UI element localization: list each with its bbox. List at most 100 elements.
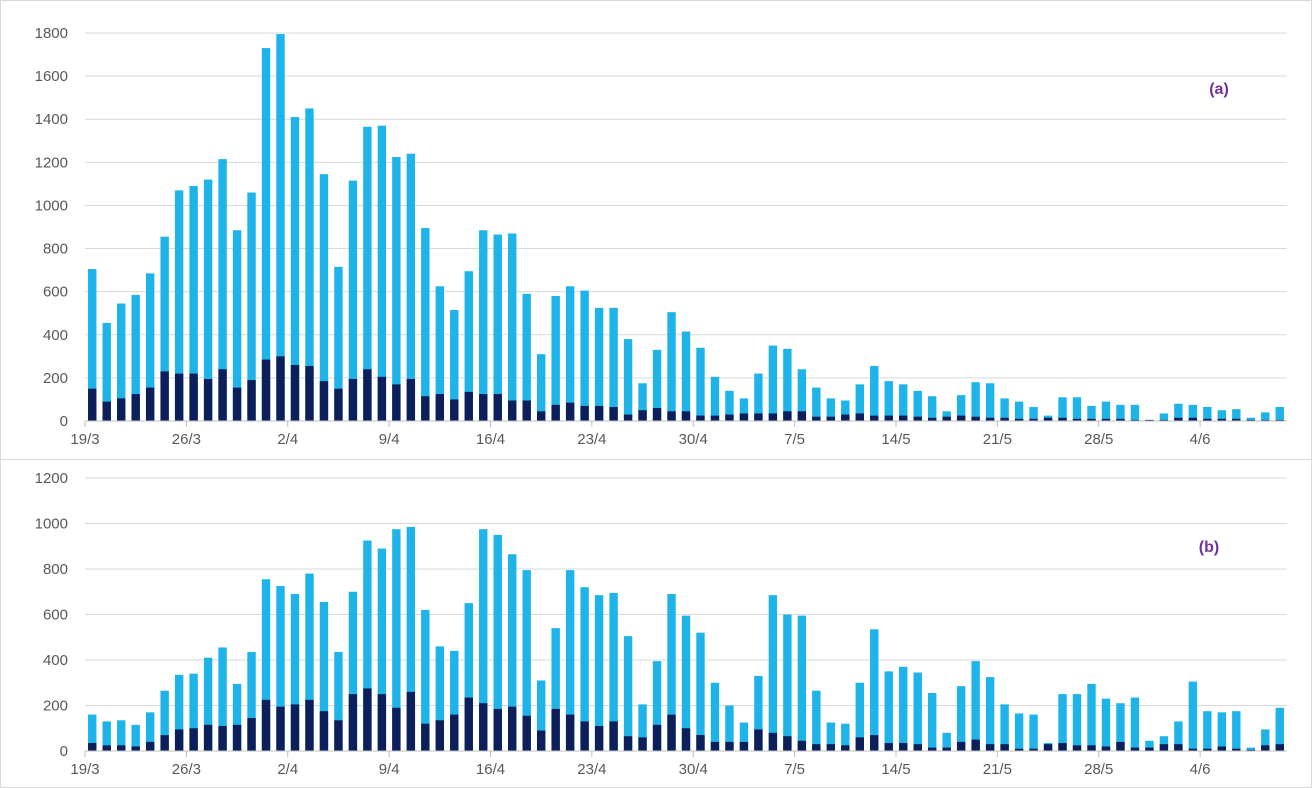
bar-base [754, 413, 763, 421]
x-tick-label: 9/4 [379, 761, 400, 778]
bar-total [102, 322, 111, 421]
bar-base [971, 739, 980, 751]
bar-base [971, 416, 980, 421]
bar-base [174, 373, 184, 421]
y-tick-label: 1200 [35, 470, 68, 487]
bar-base [1000, 417, 1009, 421]
y-tick-label: 1000 [35, 516, 68, 533]
bar-base [725, 414, 734, 421]
bar-total [305, 108, 314, 421]
bar-base [218, 369, 227, 421]
bar-base [421, 723, 430, 751]
bar-base [1014, 748, 1024, 751]
bar-total [768, 595, 778, 751]
bar-total [623, 636, 633, 751]
bar-total [710, 682, 720, 751]
bar-total [174, 190, 184, 421]
bar-total [1188, 404, 1198, 421]
bar-total [870, 366, 879, 421]
x-tick-label: 4/6 [1190, 431, 1211, 448]
bar-total [88, 269, 97, 421]
bar-total [1130, 697, 1140, 751]
bar-base [319, 381, 329, 421]
x-tick-label: 16/4 [476, 761, 505, 778]
bar-base [232, 724, 242, 751]
bar-base [1261, 419, 1270, 421]
bar-base [1261, 745, 1270, 751]
bar-total [580, 290, 589, 421]
x-tick-label: 7/5 [784, 431, 805, 448]
bar-total [493, 534, 502, 751]
bar-total [508, 554, 517, 751]
bar-base [1043, 417, 1053, 421]
bar-base [1145, 747, 1154, 751]
bar-base [580, 721, 589, 751]
x-tick-label: 26/3 [172, 761, 201, 778]
bar-base [1188, 748, 1198, 751]
bar-base [377, 694, 387, 751]
bar-base [435, 720, 445, 751]
bar-base [406, 691, 416, 751]
bar-base [768, 732, 778, 751]
bar-total [1058, 694, 1067, 751]
bar-total [942, 732, 951, 751]
bar-base [363, 688, 372, 751]
bar-base [826, 744, 836, 751]
bar-total [667, 312, 676, 421]
bar-total [203, 657, 213, 751]
bar-total [421, 228, 430, 421]
bar-base [1058, 417, 1067, 421]
bar-base [131, 394, 140, 421]
bar-total [565, 570, 575, 751]
bar-total [348, 180, 358, 421]
bar-base [1101, 746, 1111, 751]
y-tick-label: 800 [43, 561, 68, 578]
bar-base [710, 741, 720, 751]
bar-total [667, 594, 676, 751]
bar-total [145, 273, 155, 421]
x-tick-label: 28/5 [1084, 761, 1113, 778]
bar-base [1014, 418, 1024, 421]
bar-base [797, 411, 807, 421]
bar-base [218, 725, 227, 751]
bar-total [1072, 397, 1082, 421]
bar-total [899, 384, 908, 421]
bar-base [1087, 745, 1096, 751]
bar-base [508, 400, 517, 421]
bar-base [276, 356, 285, 421]
bar-total [884, 381, 893, 421]
bar-total [131, 294, 140, 421]
y-tick-label: 400 [43, 652, 68, 669]
bar-total [783, 348, 792, 421]
bar-base [290, 704, 300, 751]
bar-total [855, 384, 864, 421]
bar-total [319, 601, 329, 751]
bar-total [594, 307, 604, 421]
bar-base [956, 741, 966, 751]
bar-base [841, 414, 850, 421]
bar-base [1232, 418, 1241, 421]
bar-base [1174, 744, 1183, 751]
bar-total [899, 666, 908, 751]
bar-base [102, 745, 111, 751]
bar-base [623, 414, 633, 421]
y-tick-label: 1000 [35, 197, 68, 214]
bar-total [696, 347, 705, 421]
bar-total [1203, 406, 1212, 421]
bar-total [1014, 401, 1024, 421]
x-tick-label: 28/5 [1084, 431, 1113, 448]
bar-total [1145, 740, 1154, 751]
bar-base [609, 721, 618, 751]
bar-total [1130, 404, 1140, 421]
y-tick-label: 1400 [35, 111, 68, 128]
bar-total [1174, 403, 1183, 421]
bar-total [826, 398, 836, 421]
y-tick-label: 600 [43, 607, 68, 624]
bar-total [522, 570, 531, 751]
bar-total [1174, 721, 1183, 751]
bar-base [580, 405, 589, 421]
bar-base [276, 706, 285, 751]
bar-total [551, 295, 560, 421]
bar-total [754, 373, 763, 421]
bar-base [450, 714, 459, 751]
